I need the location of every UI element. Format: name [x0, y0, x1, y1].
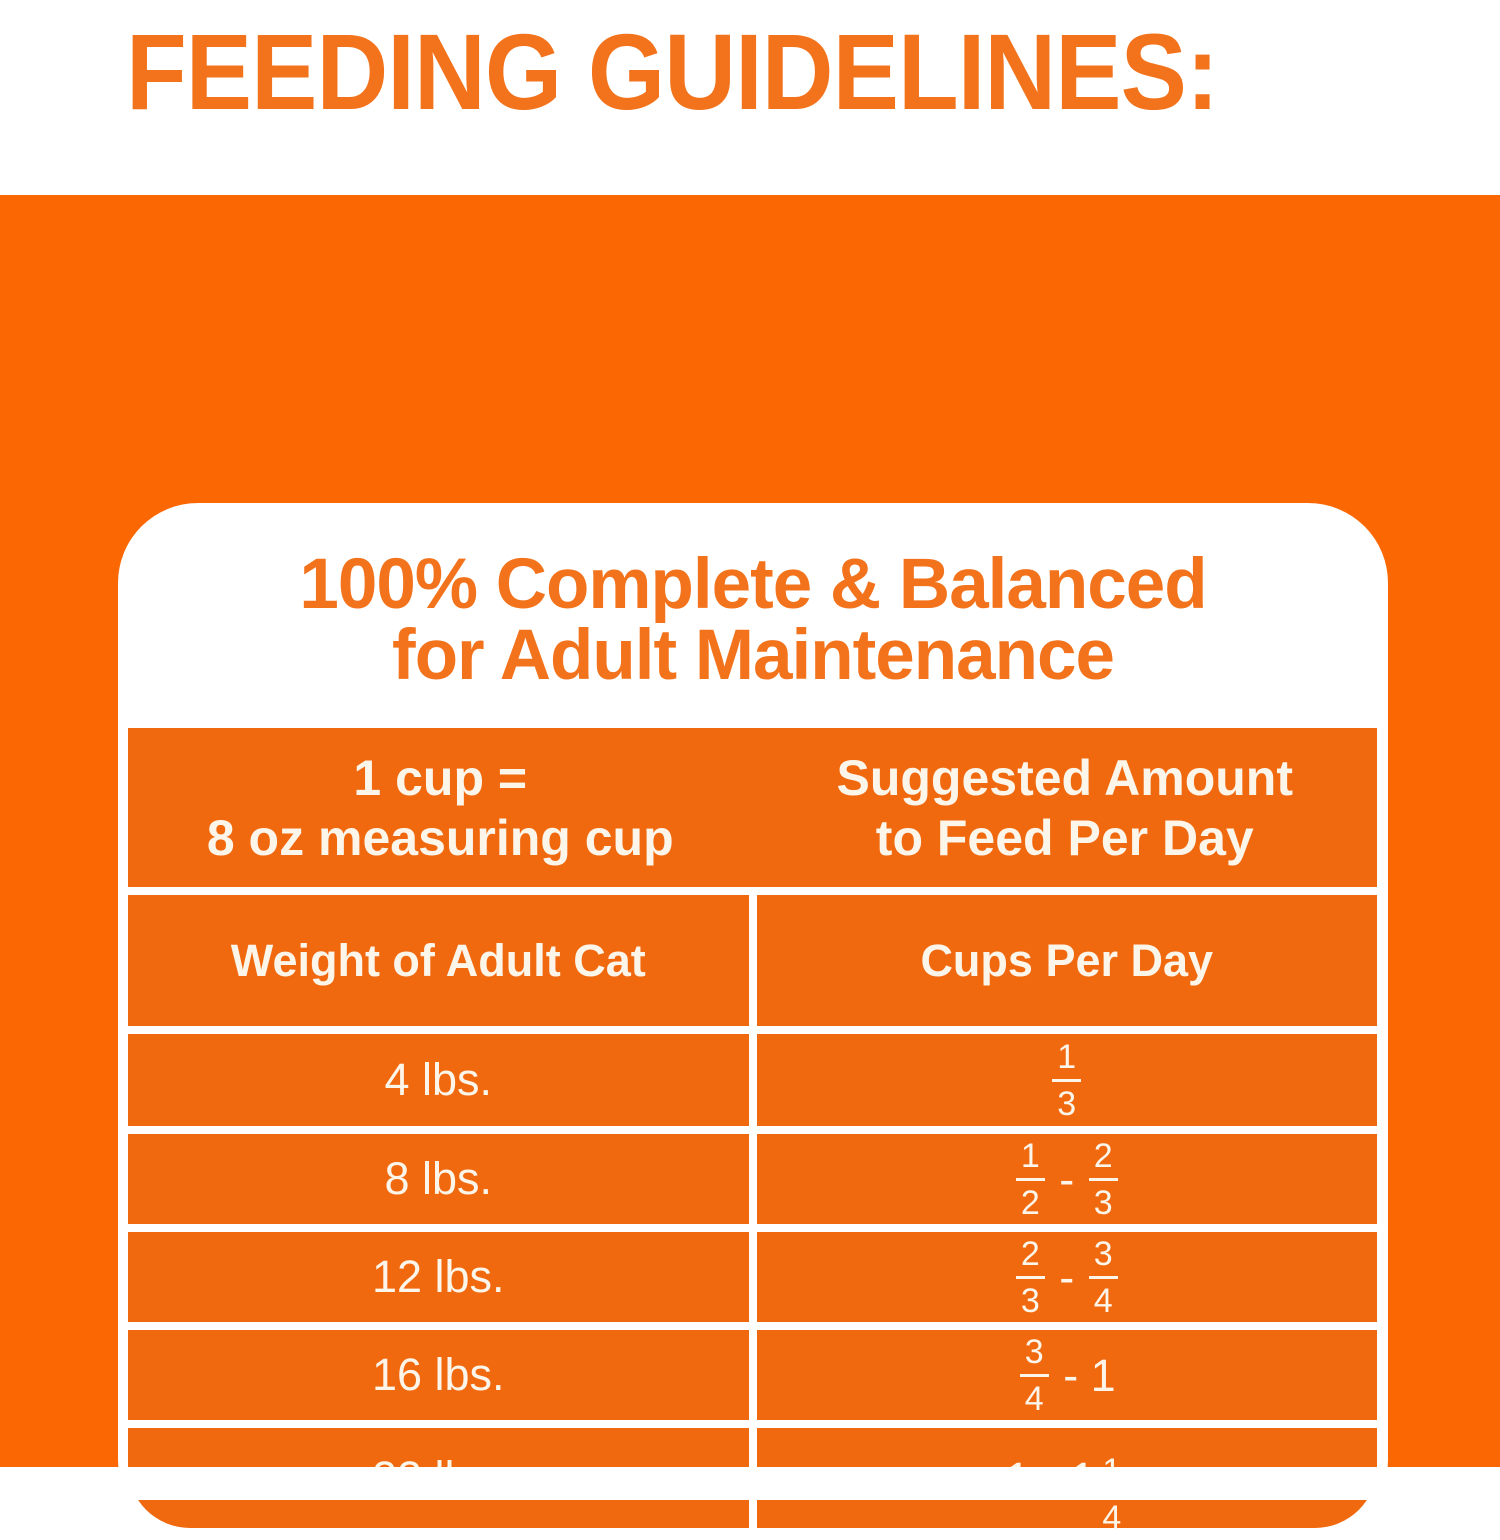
fraction-numerator: 1 [1015, 1139, 1045, 1181]
orange-background: 100% Complete & Balanced for Adult Maint… [0, 195, 1500, 1540]
fraction-numerator: 3 [1019, 1335, 1049, 1377]
fraction-numerator: 2 [1088, 1139, 1118, 1181]
weight-cell: 4 lbs. [128, 1034, 749, 1126]
fraction-denominator: 2 [1020, 1183, 1040, 1222]
fraction-denominator: 4 [1102, 1498, 1122, 1537]
header-suggested-amount-line2: to Feed Per Day [875, 809, 1254, 866]
bottom-band [0, 1467, 1500, 1500]
feeding-table: 1 cup = 8 oz measuring cup Suggested Amo… [128, 728, 1377, 1535]
header-suggested-amount: Suggested Amount to Feed Per Day [753, 748, 1378, 868]
header-suggested-amount-line1: Suggested Amount [836, 749, 1293, 806]
subheader-cups-per-day: Cups Per Day [756, 895, 1377, 1026]
fraction-numerator: 3 [1088, 1237, 1118, 1279]
fraction-denominator: 4 [1093, 1281, 1113, 1320]
card-heading-line2: for Adult Maintenance [392, 616, 1115, 695]
card-heading-line1: 100% Complete & Balanced [299, 545, 1207, 624]
fraction-denominator: 3 [1093, 1183, 1113, 1222]
weight-cell: 16 lbs. [128, 1330, 749, 1420]
fraction-denominator: 3 [1020, 1281, 1040, 1320]
cups-text: - [1046, 1153, 1087, 1205]
cups-text: - [1046, 1251, 1087, 1303]
top-band: FEEDING GUIDELINES: [0, 0, 1500, 195]
cups-text: - 1 [1050, 1349, 1116, 1401]
fraction-numerator: 2 [1015, 1237, 1045, 1279]
weight-cell: 8 lbs. [128, 1134, 749, 1224]
fraction-denominator: 4 [1024, 1379, 1044, 1418]
page-title: FEEDING GUIDELINES: [126, 11, 1219, 132]
header-cup-definition: 1 cup = 8 oz measuring cup [128, 748, 753, 868]
guidelines-card: 100% Complete & Balanced for Adult Maint… [118, 503, 1388, 1540]
fraction-numerator: 1 [1052, 1040, 1082, 1082]
fraction-denominator: 3 [1057, 1084, 1077, 1123]
table-header: 1 cup = 8 oz measuring cup Suggested Amo… [128, 728, 1377, 887]
header-cup-definition-line2: 8 oz measuring cup [206, 809, 674, 866]
header-cup-definition-line1: 1 cup = [353, 749, 528, 806]
card-heading: 100% Complete & Balanced for Adult Maint… [118, 549, 1388, 691]
subheader-weight-of-adult-cat: Weight of Adult Cat [128, 895, 749, 1026]
weight-cell: 12 lbs. [128, 1232, 749, 1322]
